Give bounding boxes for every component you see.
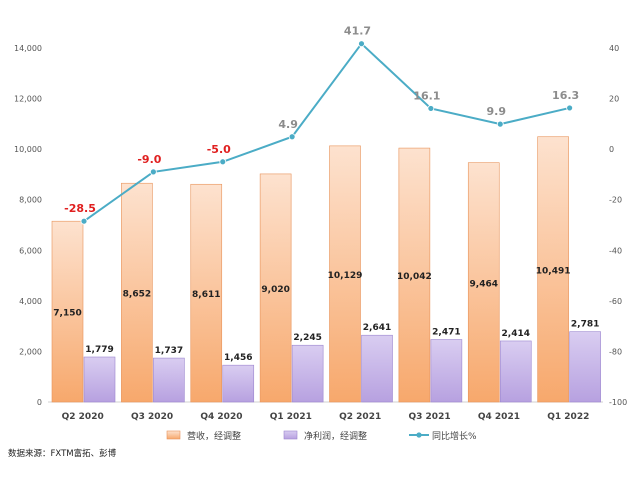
revenue-bar [190,183,223,403]
revenue-bar [259,173,292,403]
growth-label: 41.7 [344,25,371,38]
growth-label: 9.9 [487,105,507,118]
growth-label: 16.3 [552,89,579,102]
growth-point [427,105,435,112]
revenue-bar-label: 9,464 [470,279,498,289]
x-tick-label: Q4 2021 [478,412,520,422]
y-right-tick-label: 0 [609,145,614,154]
growth-point [358,40,365,48]
growth-point [80,217,88,225]
growth-line [83,42,570,223]
y-right-tick-label: -40 [609,246,622,255]
y-right-tick-label: 20 [609,95,619,104]
y-left-tick-label: 4,000 [19,297,42,306]
legend-growth-marker [416,432,422,438]
revenue-bar-label: 10,491 [536,266,571,276]
y-right-tick-label: 40 [609,44,619,53]
growth-label: -28.5 [64,202,96,215]
profit-bar-label: 2,414 [502,329,530,339]
profit-bar [153,357,185,403]
y-left-tick-label: 10,000 [14,145,42,154]
growth-label: -5.0 [207,143,231,156]
profit-bar [222,364,255,403]
profit-bar [499,340,532,403]
legend-revenue-swatch [166,430,181,440]
revenue-bar [398,147,431,403]
y-right-tick-label: -80 [609,347,622,356]
revenue-bar-label: 9,020 [261,285,289,295]
y-left-tick-label: 8,000 [19,196,42,205]
x-tick-label: Q3 2021 [409,412,451,422]
growth-point [219,158,227,166]
growth-point [566,104,574,112]
profit-bar [430,339,463,403]
growth-label: -9.0 [137,153,161,166]
x-tick-label: Q2 2021 [339,412,381,422]
y-left-tick-label: 2,000 [19,347,42,356]
profit-bar-label: 1,737 [155,346,183,356]
revenue-bar [467,162,500,403]
revenue-bar [329,145,361,403]
growth-label: 16.1 [413,89,440,102]
revenue-bar [121,182,153,403]
revenue-bar [537,136,569,403]
profit-bar-label: 2,641 [363,323,391,333]
revenue-bar-label: 7,150 [53,309,81,319]
legend-revenue-label: 营收，经调整 [187,430,241,442]
profit-bar [361,334,393,403]
profit-bar-label: 2,471 [432,328,460,338]
y-left-tick-label: 12,000 [14,95,42,104]
y-right-tick-label: -20 [609,196,622,205]
profit-bar-label: 2,245 [293,333,321,343]
growth-point [149,168,157,176]
growth-label: 4.9 [278,118,298,131]
y-left-tick-label: 0 [37,398,42,407]
profit-bar [569,331,601,403]
legend: 营收，经调整 净利润，经调整 同比增长% [166,430,477,442]
revenue-bar-label: 8,611 [192,290,220,300]
profit-bar-label: 2,781 [571,320,599,330]
y-right-tick-label: -60 [609,297,622,306]
profit-bar [291,344,324,403]
profit-bar [83,356,116,403]
revenue-bar-label: 10,129 [328,271,363,281]
legend-profit-label: 净利润，经调整 [304,430,367,442]
x-tick-label: Q3 2020 [131,412,173,422]
y-left-tick-label: 14,000 [14,44,42,53]
legend-profit-swatch [283,430,298,440]
x-tick-label: Q2 2020 [62,412,104,422]
revenue-bar-label: 8,652 [123,290,151,300]
revenue-bar-label: 10,042 [397,272,432,282]
legend-growth-label: 同比增长% [432,430,477,442]
source-note: 数据来源：FXTM富拓、彭博 [8,448,117,459]
growth-point [496,120,504,128]
x-tick-label: Q4 2020 [200,412,242,422]
profit-bar-label: 1,456 [224,353,252,363]
profit-bar-label: 1,779 [85,345,113,355]
x-tick-label: Q1 2022 [547,412,589,422]
y-left-tick-label: 6,000 [19,246,42,255]
revenue-bar [51,220,84,403]
y-right-tick-label: -100 [609,398,627,407]
x-tick-label: Q1 2021 [270,412,312,422]
growth-point [288,133,296,141]
